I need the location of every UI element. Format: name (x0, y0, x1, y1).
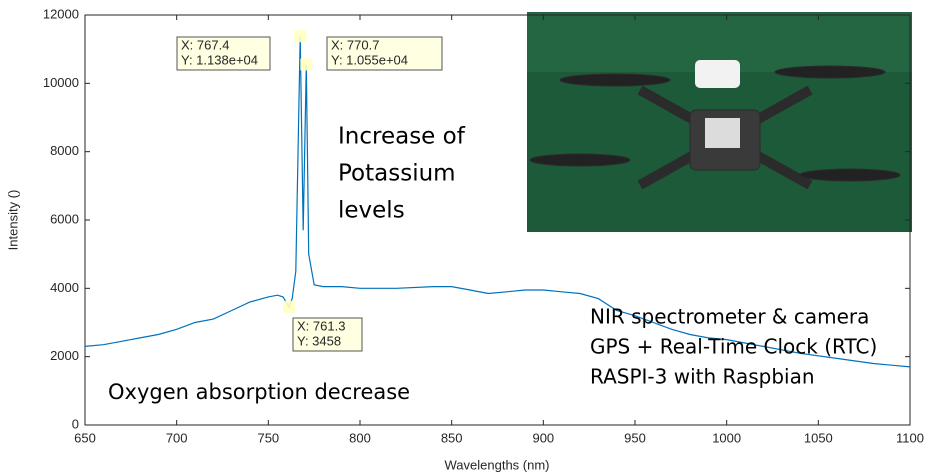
y-tick-label: 10000 (43, 75, 79, 90)
datatip-marker (300, 58, 313, 71)
annotation-text: GPS + Real-Time Clock (RTC) (590, 335, 877, 359)
spectrum-line (84, 36, 911, 368)
y-tick-label: 0 (72, 416, 79, 431)
annotation-text: Oxygen absorption decrease (108, 380, 410, 404)
x-tick-label: 1050 (804, 430, 833, 445)
x-tick-label: 950 (624, 430, 646, 445)
x-tick-label: 1000 (712, 430, 741, 445)
datatip-x: X: 767.4 (181, 37, 229, 52)
datatip-y: Y: 3458 (297, 333, 341, 348)
annotation-text: Potassium (338, 161, 456, 187)
x-axis-label: Wavelengths (nm) (445, 457, 550, 472)
x-tick-label: 650 (74, 430, 96, 445)
annotation-text: Increase of (338, 124, 466, 150)
x-tick-label: 1100 (896, 430, 924, 445)
datatip-box (292, 317, 363, 352)
datatip-marker (294, 30, 307, 43)
y-tick-label: 6000 (50, 211, 79, 226)
x-tick-label: 700 (166, 430, 188, 445)
datatip-box (326, 36, 443, 71)
datatip-x: X: 770.7 (331, 37, 379, 52)
annotation-text: levels (338, 198, 405, 224)
y-tick-label: 12000 (43, 6, 79, 21)
datatip-marker (283, 300, 296, 313)
photo (527, 12, 912, 232)
annotation-text: RASPI-3 with Raspbian (590, 365, 815, 389)
datatip-y: Y: 1.138e+04 (181, 52, 258, 67)
x-tick-label: 800 (349, 430, 371, 445)
y-tick-label: 4000 (50, 280, 79, 295)
datatip-y: Y: 1.055e+04 (331, 52, 408, 67)
y-tick-label: 8000 (50, 143, 79, 158)
x-tick-label: 850 (441, 430, 463, 445)
y-tick-label: 2000 (50, 348, 79, 363)
y-axis-label: Intensity () (5, 190, 20, 251)
datatip-box (176, 36, 271, 71)
datatip-x: X: 761.3 (297, 318, 345, 333)
annotation-text: NIR spectrometer & camera (590, 305, 869, 329)
x-tick-label: 750 (257, 430, 279, 445)
x-tick-label: 900 (532, 430, 554, 445)
